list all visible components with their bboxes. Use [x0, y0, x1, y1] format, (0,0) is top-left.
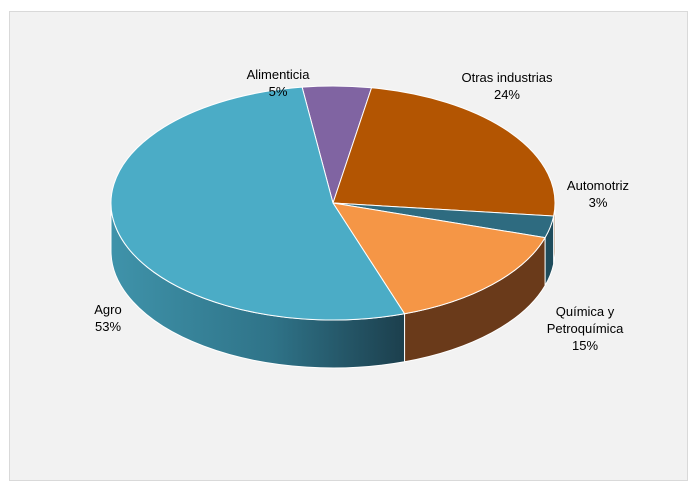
label-otras-pct: 24% [493, 87, 521, 102]
label-agro-name: Agro [94, 302, 122, 317]
label-automotriz-name: Automotriz [566, 178, 630, 193]
pie-slice-agro [110, 86, 406, 321]
label-alimenticia-name: Alimenticia [246, 67, 310, 82]
label-quimica-line2: Petroquímica [546, 321, 624, 336]
pie-tops [110, 85, 556, 321]
label-automotriz-pct: 3% [588, 195, 608, 210]
label-otras-industrias: Otras industrias 24% [461, 69, 552, 103]
label-alimenticia-pct: 5% [268, 84, 288, 99]
label-quimica-pct: 15% [571, 338, 599, 353]
pie-slice-qu-mica-y-petroqu-mica [331, 202, 546, 315]
pie-slice-otras-industrias [332, 87, 556, 217]
label-alimenticia: Alimenticia 5% [247, 66, 310, 100]
label-agro-pct: 53% [94, 319, 122, 334]
label-automotriz: Automotriz 3% [567, 177, 629, 211]
label-agro: Agro 53% [94, 301, 121, 335]
label-quimica-line1: Química y [555, 304, 615, 319]
label-quimica: Química y Petroquímica 15% [547, 303, 624, 354]
label-otras-name: Otras industrias [461, 70, 553, 85]
